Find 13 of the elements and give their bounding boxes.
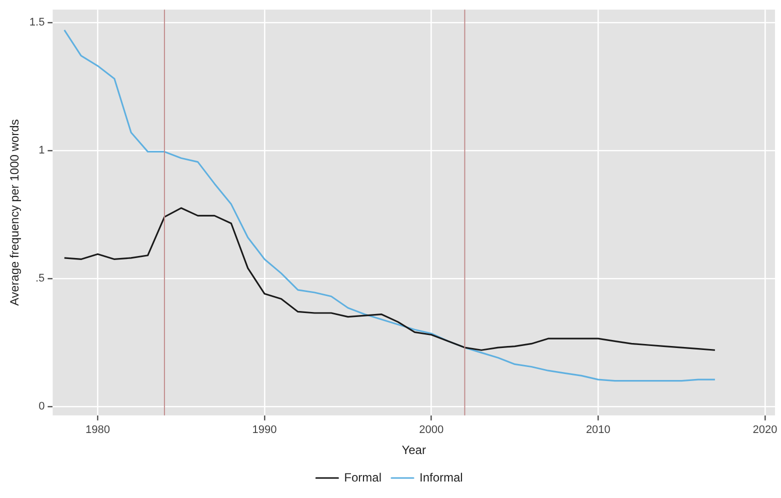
x-tick-label: 2010 [586, 424, 610, 436]
legend-label: Informal [419, 470, 463, 484]
x-axis-title: Year [402, 443, 426, 458]
y-axis-title: Average frequency per 1000 words [8, 119, 22, 306]
y-tick-label: 1 [38, 144, 45, 156]
y-tick-label: .5 [36, 272, 45, 284]
y-tick-label: 0 [38, 400, 45, 412]
x-tick-label: 2020 [752, 424, 778, 436]
legend-label: Formal [344, 470, 382, 484]
x-tick-label: 2000 [419, 424, 444, 436]
x-tick-label: 1980 [85, 424, 110, 436]
y-tick-label: 1.5 [29, 16, 45, 28]
x-tick-label: 1990 [252, 424, 277, 436]
